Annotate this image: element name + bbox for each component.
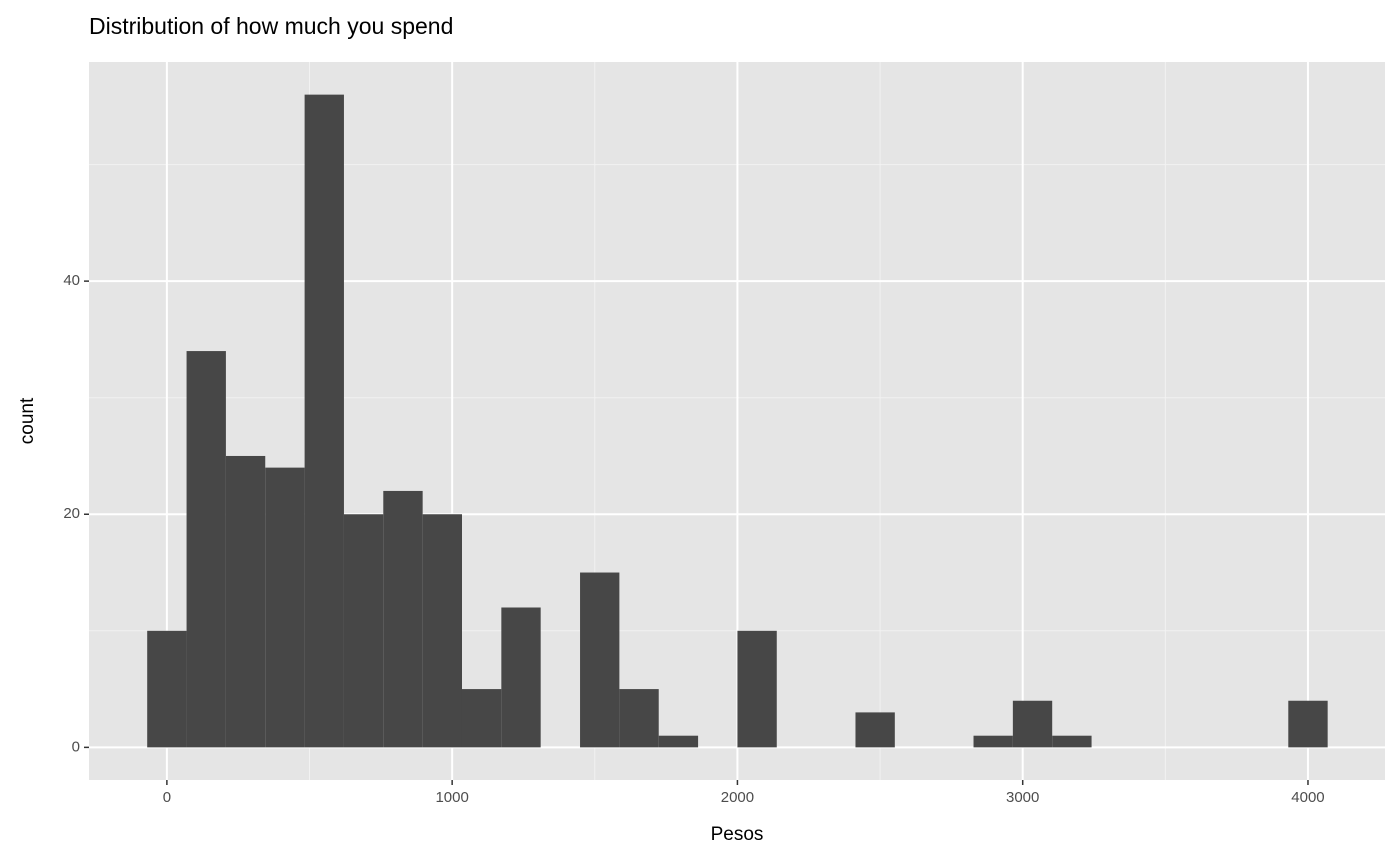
chart-title: Distribution of how much you spend [89,13,453,39]
bar [265,467,305,748]
bar [580,572,620,748]
bar [304,94,344,748]
bar [225,455,266,748]
x-tick-label: 3000 [1006,789,1039,806]
y-tick-label: 20 [63,505,80,522]
x-tick-label: 4000 [1291,789,1324,806]
bar [501,607,541,748]
bar [1012,700,1053,748]
bar [186,351,226,748]
bar [383,490,423,748]
bar [737,630,777,748]
bars [147,94,1328,748]
x-tick-label: 2000 [721,789,754,806]
bar [147,630,187,748]
bar [422,514,462,748]
y-tick-label: 40 [63,272,80,289]
x-tick-label: 1000 [435,789,468,806]
x-tick-label: 0 [163,789,171,806]
bar [619,689,659,748]
bar [1052,735,1092,748]
bar [658,735,699,748]
bar [855,712,895,748]
bar [461,689,502,748]
bar [973,735,1013,748]
x-axis-title: Pesos [711,824,764,845]
bar [343,514,384,748]
y-tick-label: 0 [72,738,80,755]
y-axis-title: count [17,397,38,444]
bar [1288,700,1328,748]
axes: 0 20 40 0 1000 2000 3000 4000 [63,272,1324,806]
